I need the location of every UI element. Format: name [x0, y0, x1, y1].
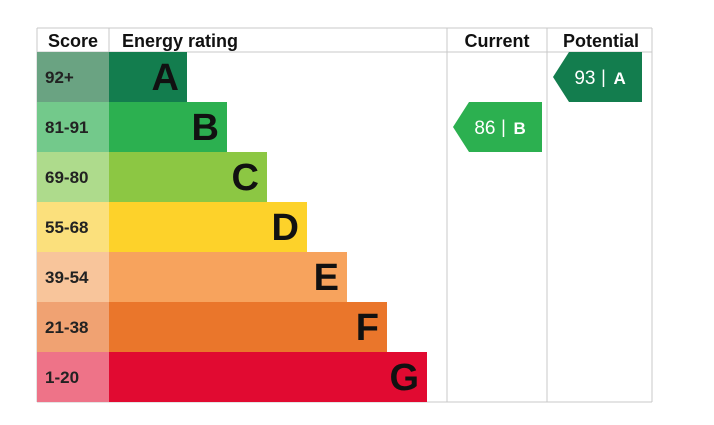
band-row-a: 92+ A: [37, 52, 187, 102]
band-row-c: 69-80 C: [37, 152, 267, 202]
rating-letter-a: A: [152, 57, 179, 99]
score-label-d: 55-68: [45, 218, 88, 237]
score-cell-g: [37, 352, 109, 402]
band-row-b: 81-91 B: [37, 102, 227, 152]
current-separator: |: [501, 117, 506, 137]
score-label-e: 39-54: [45, 268, 89, 287]
score-label-c: 69-80: [45, 168, 88, 187]
band-row-d: 55-68 D: [37, 202, 307, 252]
potential-header: Potential: [563, 31, 639, 51]
potential-score-value: 93: [574, 68, 595, 89]
score-cell-d: [37, 202, 109, 252]
band-row-g: 1-20 G: [37, 352, 427, 402]
rating-letter-f: F: [356, 307, 379, 349]
rating-letter-g: G: [389, 357, 419, 399]
score-label-a: 92+: [45, 68, 74, 87]
score-cell-e: [37, 252, 109, 302]
rating-letter-e: E: [314, 257, 339, 299]
rating-bar-d: [109, 202, 307, 252]
rating-indicators: 86 | B 93 | A: [453, 52, 642, 152]
rating-bar-e: [109, 252, 347, 302]
score-label-b: 81-91: [45, 118, 88, 137]
score-cell-c: [37, 152, 109, 202]
current-arrow: [453, 102, 542, 152]
rating-bar-g: [109, 352, 427, 402]
rating-bar-f: [109, 302, 387, 352]
current-indicator: 86 | B: [453, 102, 542, 152]
rating-bar-c: [109, 152, 267, 202]
current-rating-letter: B: [514, 119, 526, 138]
rating-bands: 92+ A 81-91 B 69-80 C 55-68 D 39-54 E 21-38 F 1-20 G: [37, 52, 427, 402]
score-cell-a: [37, 52, 109, 102]
potential-separator: |: [601, 67, 606, 87]
potential-rating-letter: A: [614, 69, 626, 88]
score-cell-f: [37, 302, 109, 352]
potential-indicator: 93 | A: [553, 52, 642, 102]
rating-letter-c: C: [232, 157, 259, 199]
current-header: Current: [464, 31, 529, 51]
rating-header: Energy rating: [122, 31, 238, 51]
score-label-g: 1-20: [45, 368, 79, 387]
band-row-f: 21-38 F: [37, 302, 387, 352]
rating-bar-b: [109, 102, 227, 152]
band-row-e: 39-54 E: [37, 252, 347, 302]
score-label-f: 21-38: [45, 318, 88, 337]
current-score-value: 86: [474, 118, 495, 139]
rating-letter-b: B: [192, 107, 219, 149]
potential-arrow: [553, 52, 642, 102]
rating-letter-d: D: [272, 207, 299, 249]
score-cell-b: [37, 102, 109, 152]
rating-bar-a: [109, 52, 187, 102]
score-header: Score: [48, 31, 98, 51]
